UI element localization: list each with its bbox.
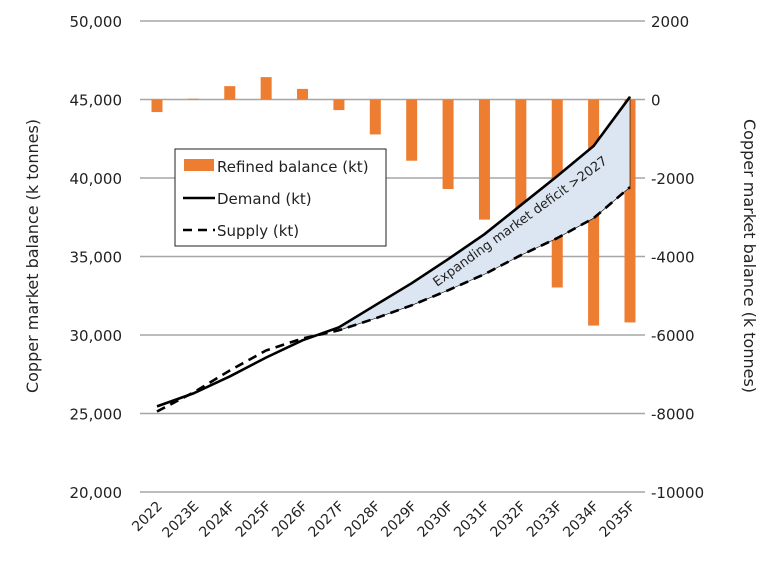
y2-tick-label: -6000 <box>651 327 695 345</box>
bar-2031F <box>478 99 490 220</box>
x-tick-label: 2028F <box>342 499 384 541</box>
x-tick-label: 2031F <box>451 499 493 541</box>
y2-tick-label: -2000 <box>651 170 695 188</box>
legend-label-supply: Supply (kt) <box>217 222 299 240</box>
x-tick-label: 2029F <box>378 499 420 541</box>
bar-2030F <box>442 99 454 189</box>
y-tick-label: 20,000 <box>70 484 123 502</box>
legend-swatch-bar <box>184 159 214 171</box>
y2-tick-label: -10000 <box>651 484 704 502</box>
legend-label-demand: Demand (kt) <box>217 190 312 208</box>
x-tick-label: 2033F <box>524 499 566 541</box>
bar-2027F <box>333 99 345 111</box>
y-tick-label: 30,000 <box>70 327 123 345</box>
y-tick-label: 40,000 <box>70 170 123 188</box>
bar-2032F <box>515 99 527 252</box>
y-axis-label: Copper market balance (k tonnes) <box>23 119 42 393</box>
x-tick-label: 2023E <box>159 499 202 542</box>
y-tick-label: 25,000 <box>70 406 123 424</box>
bar-2028F <box>369 99 381 135</box>
legend-label-bar: Refined balance (kt) <box>217 158 369 176</box>
y-tick-label: 35,000 <box>70 249 123 267</box>
bar-2024F <box>224 86 236 100</box>
bar-2023E <box>187 98 199 100</box>
bar-2029F <box>406 99 418 161</box>
x-tick-label: 2030F <box>415 499 457 541</box>
x-tick-label: 2026F <box>269 499 311 541</box>
bar-2035F <box>624 99 636 323</box>
bar-2022 <box>151 99 163 113</box>
x-tick-label: 2032F <box>487 499 529 541</box>
x-tick-label: 2025F <box>233 499 275 541</box>
x-tick-label: 2034F <box>560 499 602 541</box>
y2-tick-label: 2000 <box>651 13 689 31</box>
y-tick-label: 50,000 <box>70 13 123 31</box>
y2-axis-label: Copper market balance (k tonnes) <box>740 119 759 393</box>
y2-tick-label: -4000 <box>651 249 695 267</box>
x-tick-label: 2027F <box>306 499 348 541</box>
y2-tick-label: 0 <box>651 92 661 110</box>
legend: Refined balance (kt) Demand (kt) Supply … <box>174 148 387 247</box>
bar-2025F <box>260 77 272 100</box>
y-tick-label: 45,000 <box>70 92 123 110</box>
bar-2026F <box>297 88 309 100</box>
y2-tick-label: -8000 <box>651 406 695 424</box>
supply-line <box>156 186 631 413</box>
x-tick-label: 2024F <box>196 499 238 541</box>
demand-line <box>156 96 632 408</box>
x-tick-label: 2035F <box>597 499 639 541</box>
